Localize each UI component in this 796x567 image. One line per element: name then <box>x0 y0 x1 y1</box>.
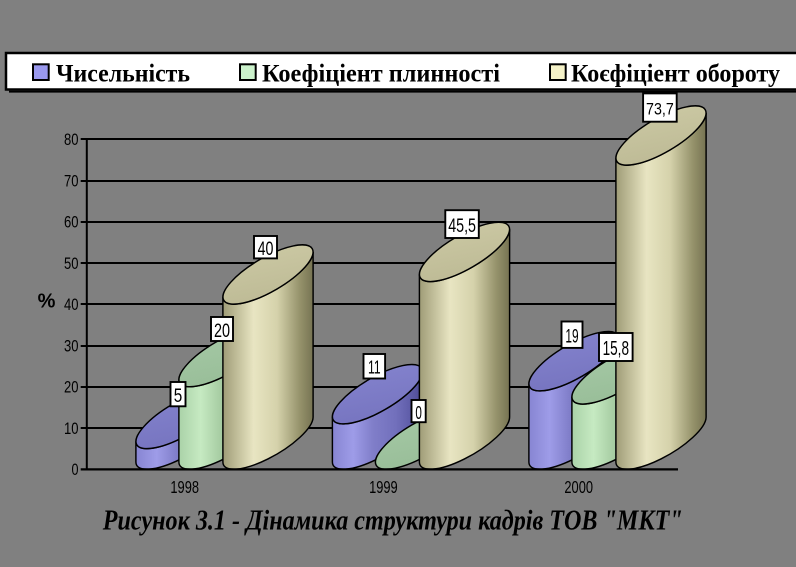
svg-text:60: 60 <box>64 214 79 232</box>
svg-text:73,7: 73,7 <box>646 101 674 119</box>
svg-text:0: 0 <box>415 402 422 423</box>
svg-text:19: 19 <box>565 326 578 348</box>
svg-text:Рисунок 3.1 - Дінамика структу: Рисунок 3.1 - Дінамика структури кадрів … <box>102 506 683 537</box>
svg-text:10: 10 <box>64 420 79 438</box>
svg-text:1999: 1999 <box>369 477 398 497</box>
svg-text:5: 5 <box>174 386 183 407</box>
svg-text:50: 50 <box>64 255 79 273</box>
svg-text:70: 70 <box>64 172 79 190</box>
svg-text:Коєфіціент обороту: Коєфіціент обороту <box>571 61 780 88</box>
svg-text:40: 40 <box>64 296 79 314</box>
svg-text:Чисельність: Чисельність <box>56 61 190 88</box>
svg-text:15,8: 15,8 <box>603 338 629 360</box>
svg-text:45,5: 45,5 <box>448 215 476 237</box>
svg-text:0: 0 <box>72 461 79 479</box>
svg-text:1998: 1998 <box>170 477 199 497</box>
svg-text:11: 11 <box>368 358 381 378</box>
svg-text:40: 40 <box>258 239 274 260</box>
svg-text:20: 20 <box>64 379 79 397</box>
svg-text:%: % <box>38 291 56 313</box>
svg-text:80: 80 <box>64 131 79 149</box>
svg-text:20: 20 <box>214 321 230 342</box>
svg-text:30: 30 <box>64 337 79 355</box>
svg-text:Коефіціент плинності: Коефіціент плинності <box>262 61 500 88</box>
svg-text:2000: 2000 <box>564 477 593 497</box>
